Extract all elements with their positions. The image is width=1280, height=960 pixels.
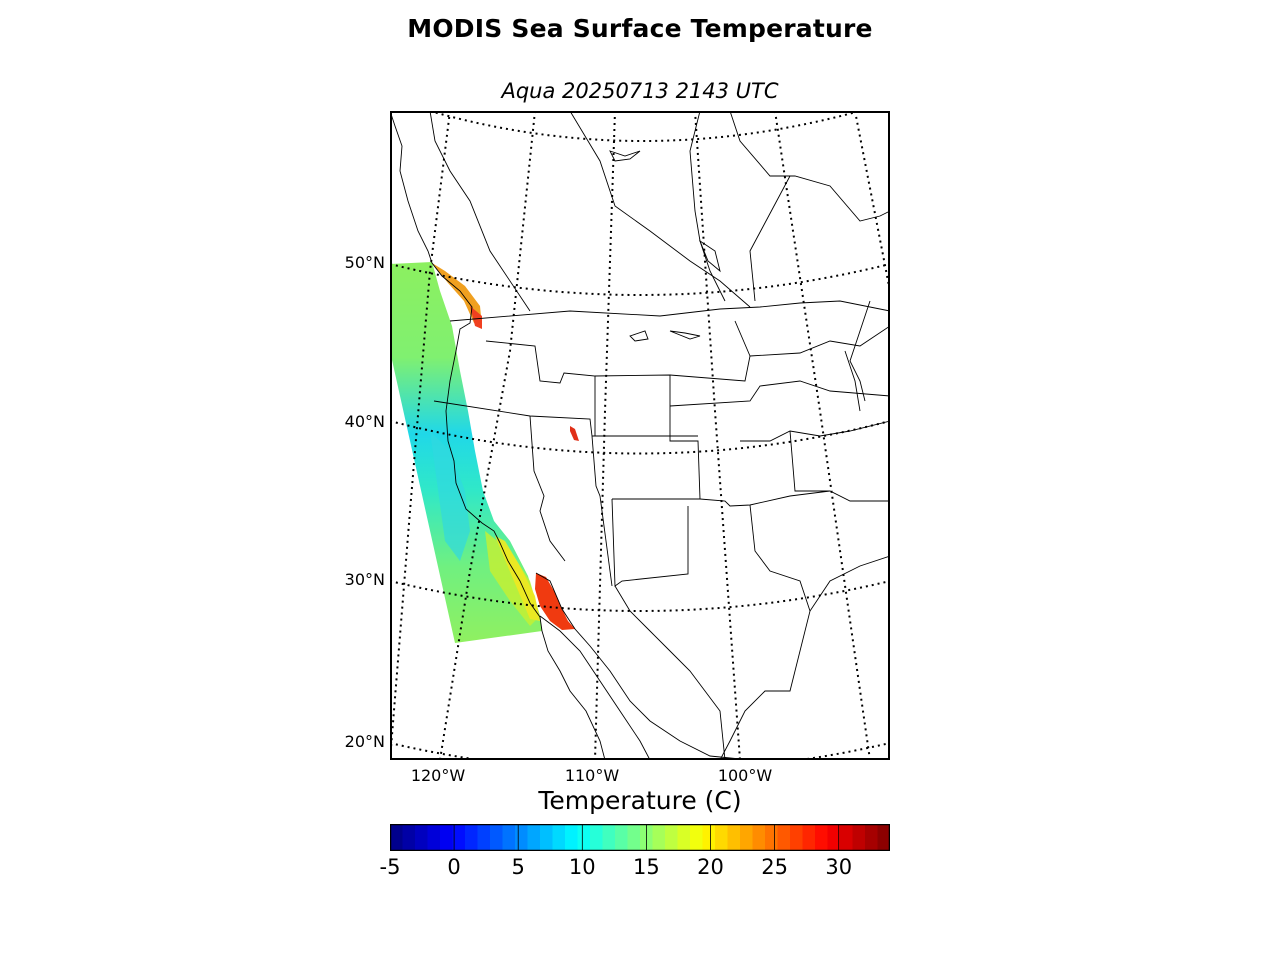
colorbar-cell	[677, 824, 691, 851]
colorbar-cell	[440, 824, 454, 851]
colorbar-cell	[652, 824, 666, 851]
colorbar-cell	[477, 824, 491, 851]
colorbar-tick-label: 25	[761, 855, 788, 879]
colorbar-cell	[565, 824, 579, 851]
colorbar-cell	[727, 824, 741, 851]
lon-label-120w: 120°W	[410, 766, 466, 785]
colorbar-cell	[577, 824, 591, 851]
lon-label-110w: 110°W	[564, 766, 620, 785]
colorbar-cell	[840, 824, 854, 851]
colorbar-cell	[852, 824, 866, 851]
colorbar-cell	[540, 824, 554, 851]
colorbar-tick-label: 30	[825, 855, 853, 879]
colorbar-tick-label: 0	[447, 855, 461, 879]
colorbar-cell	[740, 824, 754, 851]
lon-label-100w: 100°W	[717, 766, 773, 785]
colorbar-cell	[702, 824, 716, 851]
lat-label-20n: 20°N	[344, 732, 385, 751]
gulf-of-california-sst	[535, 573, 575, 630]
colorbar-cell	[427, 824, 441, 851]
colorbar-cell	[515, 824, 529, 851]
map-title: MODIS Sea Surface Temperature	[407, 14, 873, 43]
colorbar-cell	[452, 824, 466, 851]
colorbar-cell	[777, 824, 791, 851]
colorbar-cell	[415, 824, 429, 851]
colorbar-cell	[490, 824, 504, 851]
colorbar-cell	[790, 824, 804, 851]
map-subtitle: Aqua 20250713 2143 UTC	[501, 79, 779, 103]
colorbar-title: Temperature (C)	[538, 786, 742, 815]
colorbar-cell	[815, 824, 829, 851]
colorbar-cell	[765, 824, 779, 851]
colorbar-cell	[590, 824, 604, 851]
colorbar-tick-label: 15	[633, 855, 660, 879]
colorbar-cell	[802, 824, 816, 851]
colorbar	[390, 824, 890, 851]
colorbar-cell	[615, 824, 629, 851]
colorbar-cell	[602, 824, 616, 851]
colorbar-cell	[502, 824, 516, 851]
colorbar-tick-label: 10	[568, 855, 596, 879]
colorbar-cell	[715, 824, 729, 851]
sst-map	[390, 111, 890, 760]
colorbar-cell	[627, 824, 641, 851]
colorbar-cell	[552, 824, 566, 851]
colorbar-cell	[402, 824, 416, 851]
colorbar-tick-label: -5	[379, 855, 401, 879]
colorbar-cell	[877, 824, 890, 851]
lat-label-50n: 50°N	[344, 253, 385, 272]
colorbar-cell	[865, 824, 879, 851]
colorbar-cell	[752, 824, 766, 851]
colorbar-cell	[690, 824, 704, 851]
colorbar-cell	[390, 824, 404, 851]
colorbar-cell	[665, 824, 679, 851]
lat-label-40n: 40°N	[344, 412, 385, 431]
colorbar-cell	[465, 824, 479, 851]
lat-label-30n: 30°N	[344, 570, 385, 589]
colorbar-tick-label: 5	[511, 855, 525, 879]
colorbar-tick-label: 20	[697, 855, 724, 879]
colorbar-cell	[527, 824, 541, 851]
colorbar-cell	[827, 824, 841, 851]
